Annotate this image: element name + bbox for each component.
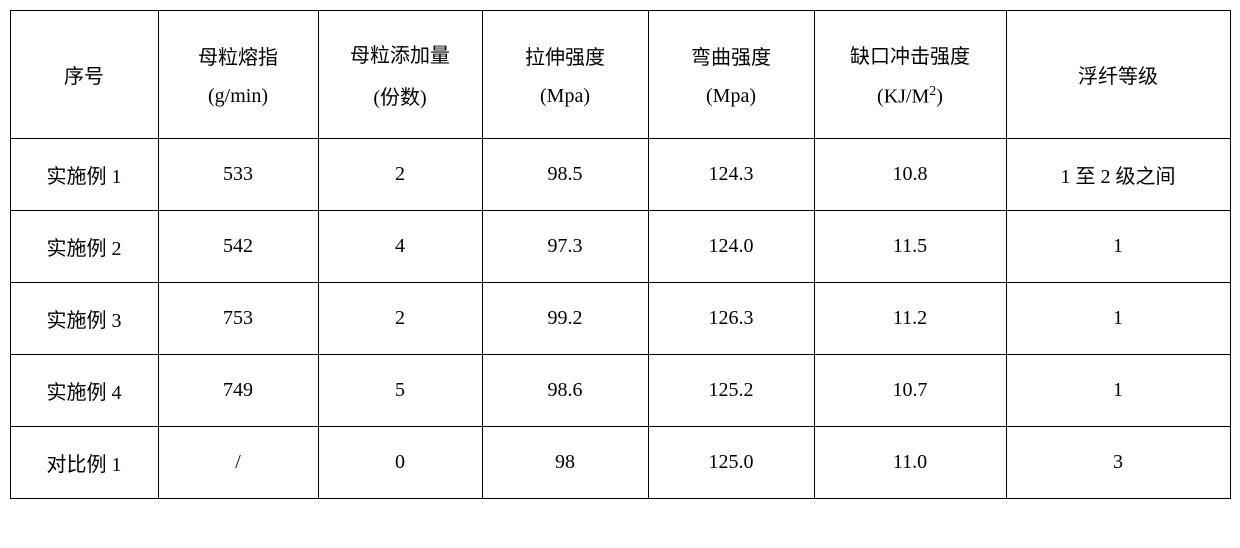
cell-id: 实施例 1 (10, 139, 158, 211)
table-body: 实施例 1 533 2 98.5 124.3 10.8 1 至 2 级之间 实施… (10, 139, 1230, 499)
cell-impact: 10.8 (814, 139, 1006, 211)
cell-addition: 4 (318, 211, 482, 283)
cell-flexural: 124.0 (648, 211, 814, 283)
table-row: 实施例 4 749 5 98.6 125.2 10.7 1 (10, 355, 1230, 427)
col-label: 拉伸强度 (525, 41, 605, 70)
cell-flexural: 126.3 (648, 283, 814, 355)
col-header-melt-index: 母粒熔指 (g/min) (158, 11, 318, 139)
cell-addition: 2 (318, 283, 482, 355)
col-label: 浮纤等级 (1078, 60, 1158, 89)
col-header-fiber-grade: 浮纤等级 (1006, 11, 1230, 139)
cell-tensile: 98.6 (482, 355, 648, 427)
cell-fiber-grade: 1 (1006, 283, 1230, 355)
col-header-id: 序号 (10, 11, 158, 139)
table-row: 实施例 1 533 2 98.5 124.3 10.8 1 至 2 级之间 (10, 139, 1230, 211)
col-header-tensile: 拉伸强度 (Mpa) (482, 11, 648, 139)
cell-fiber-grade: 1 (1006, 355, 1230, 427)
cell-impact: 10.7 (814, 355, 1006, 427)
col-label: 缺口冲击强度 (850, 40, 970, 69)
header-row: 序号 母粒熔指 (g/min) 母粒添加量 (份数) 拉伸强度 (Mpa) (10, 11, 1230, 139)
cell-melt-index: 749 (158, 355, 318, 427)
cell-id: 实施例 2 (10, 211, 158, 283)
cell-id: 实施例 4 (10, 355, 158, 427)
cell-tensile: 99.2 (482, 283, 648, 355)
col-unit: (Mpa) (540, 85, 590, 108)
col-unit: (g/min) (208, 85, 268, 108)
table-row: 对比例 1 / 0 98 125.0 11.0 3 (10, 427, 1230, 499)
table-row: 实施例 3 753 2 99.2 126.3 11.2 1 (10, 283, 1230, 355)
cell-fiber-grade: 1 (1006, 211, 1230, 283)
table-row: 实施例 2 542 4 97.3 124.0 11.5 1 (10, 211, 1230, 283)
cell-flexural: 125.0 (648, 427, 814, 499)
col-label: 弯曲强度 (691, 41, 771, 70)
col-unit: (份数) (373, 81, 426, 110)
cell-impact: 11.2 (814, 283, 1006, 355)
cell-flexural: 125.2 (648, 355, 814, 427)
col-label: 母粒熔指 (198, 41, 278, 70)
cell-id: 对比例 1 (10, 427, 158, 499)
cell-melt-index: 533 (158, 139, 318, 211)
cell-fiber-grade: 1 至 2 级之间 (1006, 139, 1230, 211)
data-table: 序号 母粒熔指 (g/min) 母粒添加量 (份数) 拉伸强度 (Mpa) (10, 10, 1231, 499)
col-header-flexural: 弯曲强度 (Mpa) (648, 11, 814, 139)
table-header: 序号 母粒熔指 (g/min) 母粒添加量 (份数) 拉伸强度 (Mpa) (10, 11, 1230, 139)
cell-tensile: 97.3 (482, 211, 648, 283)
cell-impact: 11.5 (814, 211, 1006, 283)
cell-impact: 11.0 (814, 427, 1006, 499)
cell-melt-index: 753 (158, 283, 318, 355)
cell-addition: 0 (318, 427, 482, 499)
cell-flexural: 124.3 (648, 139, 814, 211)
col-header-addition: 母粒添加量 (份数) (318, 11, 482, 139)
cell-addition: 2 (318, 139, 482, 211)
col-unit: (KJ/M2) (877, 84, 943, 109)
cell-tensile: 98 (482, 427, 648, 499)
col-label: 序号 (64, 60, 104, 89)
col-label: 母粒添加量 (350, 39, 450, 68)
cell-id: 实施例 3 (10, 283, 158, 355)
cell-melt-index: / (158, 427, 318, 499)
cell-tensile: 98.5 (482, 139, 648, 211)
cell-melt-index: 542 (158, 211, 318, 283)
col-header-impact: 缺口冲击强度 (KJ/M2) (814, 11, 1006, 139)
cell-fiber-grade: 3 (1006, 427, 1230, 499)
cell-addition: 5 (318, 355, 482, 427)
col-unit: (Mpa) (706, 85, 756, 108)
